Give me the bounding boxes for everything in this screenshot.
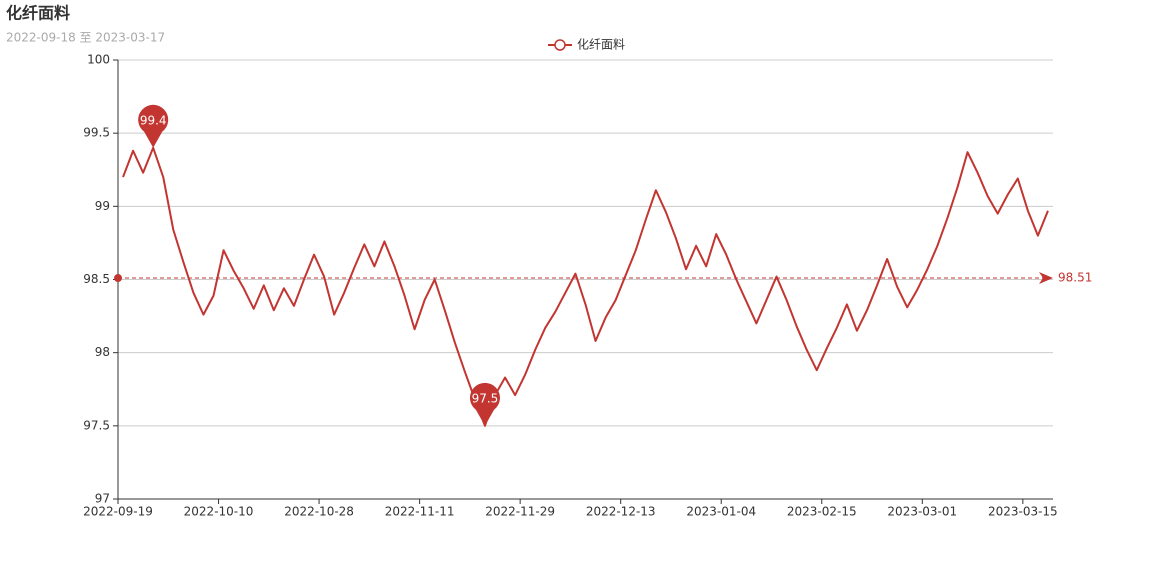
x-tick-label: 2023-02-15 <box>787 505 857 519</box>
legend-label: 化纤面料 <box>577 38 625 52</box>
x-tick-label: 2023-01-04 <box>686 505 756 519</box>
mark-line-start <box>114 274 122 283</box>
chart-title: 化纤面料 <box>6 4 70 23</box>
mark-point <box>138 104 169 148</box>
y-tick-label: 97 <box>95 492 110 506</box>
x-tick-label: 2022-09-19 <box>83 505 153 519</box>
mark-point-label: 97.5 <box>472 391 499 405</box>
x-tick-label: 2022-10-10 <box>184 505 254 519</box>
series-line <box>122 146 1049 427</box>
x-tick-label: 2023-03-01 <box>887 505 957 519</box>
y-tick-label: 97.5 <box>83 418 110 432</box>
y-tick-label: 99.5 <box>83 126 110 140</box>
x-tick-label: 2023-03-15 <box>988 505 1058 519</box>
y-tick-label: 99 <box>95 199 110 213</box>
y-tick-label: 100 <box>87 53 110 67</box>
x-tick-label: 2022-11-11 <box>385 505 455 519</box>
legend-symbol <box>554 39 566 51</box>
mark-point <box>469 382 500 426</box>
y-tick-label: 98.5 <box>83 272 110 286</box>
x-tick-label: 2022-11-29 <box>485 505 555 519</box>
mark-line-arrow <box>1039 272 1053 285</box>
x-tick-label: 2022-10-28 <box>284 505 354 519</box>
y-tick-label: 98 <box>95 345 110 359</box>
x-tick-label: 2022-12-13 <box>586 505 656 519</box>
mark-point-label: 99.4 <box>140 113 167 127</box>
mark-line-label: 98.51 <box>1058 271 1092 285</box>
chart-subtitle: 2022-09-18 至 2023-03-17 <box>6 31 165 45</box>
